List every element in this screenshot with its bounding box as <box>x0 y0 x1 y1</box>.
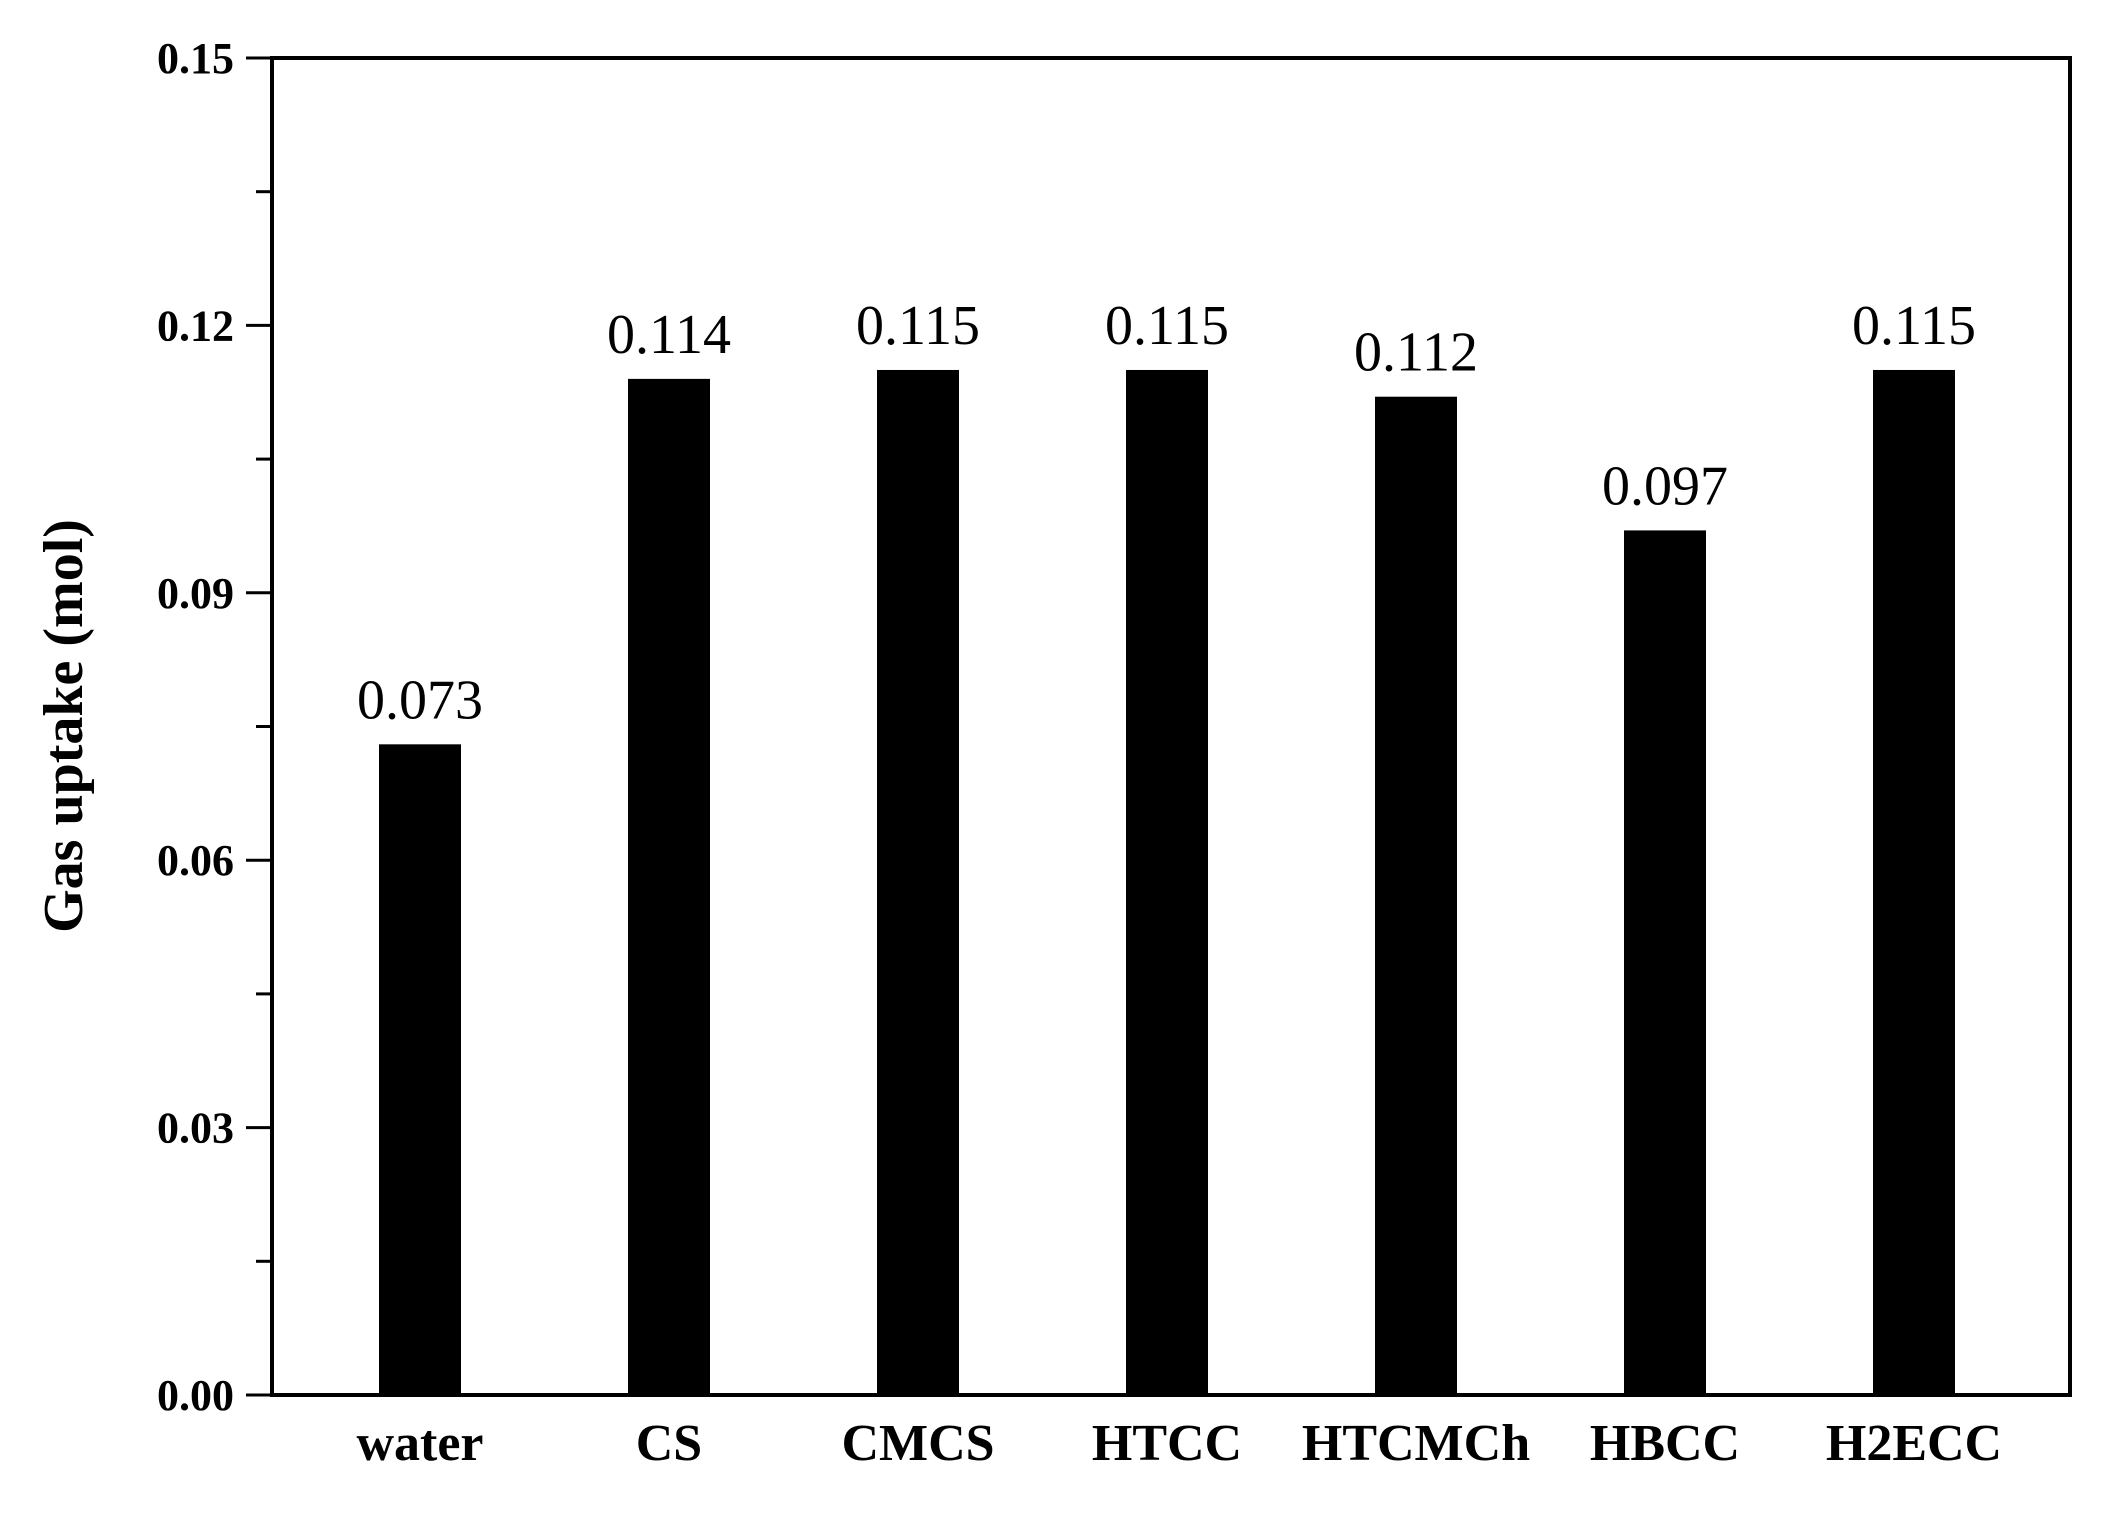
data-label-cmcs: 0.115 <box>856 295 980 357</box>
y-tick-label: 0.06 <box>157 836 234 885</box>
y-tick-label: 0.03 <box>157 1104 234 1153</box>
y-axis-tick-labels: 0.00 0.03 0.06 0.09 0.12 0.15 <box>157 34 234 1420</box>
bar-htcc <box>1126 369 1208 1395</box>
y-axis-ticks <box>246 56 272 1397</box>
bar-hbcc <box>1624 530 1706 1395</box>
data-label-htcc: 0.115 <box>1105 295 1229 357</box>
y-tick-label: 0.00 <box>157 1371 234 1420</box>
category-label-cs: CS <box>636 1415 702 1472</box>
data-labels-group: 0.073 0.114 0.115 0.115 0.112 0.097 0.115 <box>357 295 1976 731</box>
bar-htcmch <box>1375 396 1457 1395</box>
y-tick-label: 0.12 <box>157 301 234 350</box>
x-axis-category-labels: water CS CMCS HTCC HTCMCh HBCC H2ECC <box>356 1415 2002 1472</box>
category-label-htcmch: HTCMCh <box>1302 1415 1530 1472</box>
category-label-hbcc: HBCC <box>1590 1415 1740 1472</box>
data-label-h2ecc: 0.115 <box>1852 295 1976 357</box>
data-label-htcmch: 0.112 <box>1354 322 1478 384</box>
data-label-hbcc: 0.097 <box>1602 455 1728 517</box>
category-label-htcc: HTCC <box>1092 1415 1242 1472</box>
bar-cs <box>628 378 710 1395</box>
bar-water <box>379 744 461 1395</box>
y-tick-label: 0.15 <box>157 34 234 83</box>
bar-h2ecc <box>1873 369 1955 1395</box>
data-label-cs: 0.114 <box>607 304 731 366</box>
category-label-water: water <box>356 1415 483 1472</box>
category-label-cmcs: CMCS <box>841 1415 994 1472</box>
y-axis-title: Gas uptake (mol) <box>33 519 95 933</box>
y-tick-label: 0.09 <box>157 569 234 618</box>
bar-cmcs <box>877 369 959 1395</box>
category-label-h2ecc: H2ECC <box>1826 1415 2002 1472</box>
data-label-water: 0.073 <box>357 669 483 731</box>
bars-group <box>379 369 1955 1395</box>
